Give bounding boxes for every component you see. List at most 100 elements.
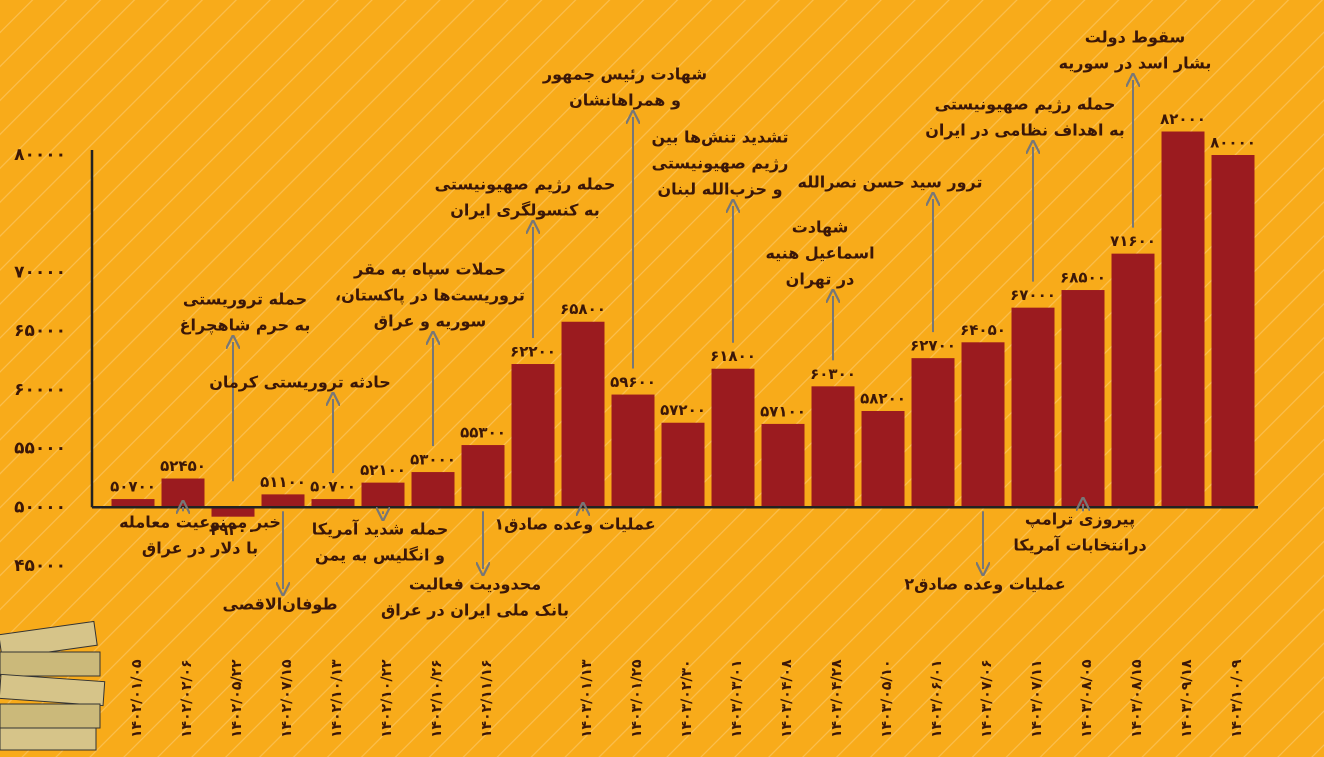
annotation: درانتخابات آمریکا [1013,535,1146,555]
y-tick-label: ۴۵۰۰۰ [14,556,66,576]
x-tick-label: ۱۴۰۳/۰۷/۱۱ [1029,659,1045,738]
bar [1212,155,1255,507]
x-tick-label: ۱۴۰۲/۰۵/۲۲ [229,659,245,738]
value-label: ۵۵۳۰۰ [460,424,506,442]
x-tick-label: ۱۴۰۳/۰۴/۲۸ [829,659,845,738]
value-label: ۵۰۷۰۰ [310,478,356,496]
bar [1062,290,1105,507]
value-label: ۶۲۷۰۰ [910,337,956,355]
y-tick-label: ۸۰۰۰۰ [14,145,66,165]
value-label: ۵۲۴۵۰ [160,457,206,475]
x-tick-label: ۱۴۰۲/۱۱/۱۶ [479,659,495,738]
annotation: در تهران [786,270,855,289]
bar [962,342,1005,507]
annotation: حمله رژیم صهیونیستی [935,95,1116,114]
value-label: ۶۵۸۰۰ [560,300,606,318]
y-tick-label: ۶۰۰۰۰ [14,380,66,400]
annotation: عملیات وعده صادق۲ [904,575,1065,594]
value-label: ۵۷۱۰۰ [760,402,806,420]
value-label: ۵۹۶۰۰ [610,373,656,391]
value-label: ۵۳۰۰۰ [410,451,456,469]
x-tick-label: ۱۴۰۳/۰۸/۱۵ [1129,659,1145,738]
x-tick-label: ۱۴۰۳/۰۳/۰۱ [729,659,745,738]
bar [662,423,705,508]
annotation: عملیات وعده صادق۱ [494,515,655,534]
annotation: به اهداف نظامی در ایران [925,121,1125,140]
annotation: به حرم شاهچراغ [180,316,311,336]
bar [812,386,855,507]
annotation: رژیم صهیونیستی [652,154,789,173]
annotation: طوفان‌الاقصی [222,595,337,614]
y-tick-label: ۵۰۰۰۰ [14,497,66,517]
bar [612,395,655,508]
x-tick-label: ۱۴۰۲/۰۱/۰۵ [129,659,145,738]
annotation: حمله تروریستی [183,290,307,309]
value-label: ۵۲۱۰۰ [360,461,406,479]
x-tick-label: ۱۴۰۳/۰۱/۲۵ [629,659,645,738]
annotation: بانک ملی ایران در عراق [381,601,569,620]
x-tick-label: ۱۴۰۲/۰۲/۰۶ [179,659,195,738]
annotation: به کنسولگری ایران [450,201,600,220]
bar [462,445,505,507]
value-label: ۶۸۵۰۰ [1060,269,1106,287]
money-stack [0,621,105,750]
bar [1112,254,1155,508]
annotation: تشدید تنش‌ها بین [651,128,788,147]
annotation: حملات سپاه به مقر [353,260,506,280]
y-tick-label: ۵۵۰۰۰ [14,439,66,459]
value-label: ۶۲۲۰۰ [510,343,556,361]
x-tick-label: ۱۴۰۳/۱۰/۰۹ [1229,659,1245,738]
annotation: با دلار در عراق [142,539,258,558]
bar [162,479,205,508]
bar [562,322,605,508]
value-label: ۵۱۱۰۰ [260,473,306,491]
x-tick-label: ۱۴۰۲/۰۷/۱۵ [279,659,295,738]
y-tick-label: ۷۰۰۰۰ [14,262,66,282]
bar [262,494,305,507]
annotation: سقوط دولت [1085,28,1186,47]
annotation: شهادت رئیس جمهور [542,65,707,84]
chart: ۴۵۰۰۰ ۵۰۰۰۰ ۵۵۰۰۰ ۶۰۰۰۰ ۶۵۰۰۰ ۷۰۰۰۰ ۸۰۰۰۰ ۵۰۷۰۰… [0,0,1324,757]
x-tick-label: ۱۴۰۳/۰۹/۱۸ [1179,659,1195,738]
x-tick-label: ۱۴۰۲/۱۰/۲۶ [429,659,445,738]
value-label: ۶۷۰۰۰ [1010,286,1056,304]
x-tick-label: ۱۴۰۲/۱۰/۱۳ [329,659,345,738]
value-label: ۶۱۸۰۰ [710,347,756,365]
x-tick-label: ۱۴۰۳/۰۸/۰۵ [1079,659,1095,738]
annotation: حمله شدید آمریکا [312,519,449,539]
x-tick-label: ۱۴۰۳/۰۵/۱۰ [879,659,895,738]
annotation: حادثه تروریستی کرمان [209,373,391,392]
annotation: تروریست‌ها در پاکستان، [335,286,525,306]
x-tick-label: ۱۴۰۳/۰۴/۰۸ [779,659,795,738]
annotation: و انگلیس به یمن [315,546,445,565]
value-label: ۷۱۶۰۰ [1110,232,1156,250]
x-tick-label: ۱۴۰۳/۰۱/۱۳ [579,659,595,738]
annotation: شهادت [792,218,849,237]
bar [1012,308,1055,508]
annotation: پیروزی ترامپ [1025,510,1135,530]
annotation: محدودیت فعالیت [409,575,541,594]
x-tick-label: ۱۴۰۲/۱۰/۲۲ [379,659,395,738]
bar [712,369,755,508]
value-label: ۸۲۰۰۰ [1160,110,1206,128]
annotation: حمله رژیم صهیونیستی [435,175,616,194]
bar [862,411,905,507]
bar [762,424,805,507]
annotation: بشار اسد در سوریه [1059,54,1212,73]
value-label: ۵۷۲۰۰ [660,401,706,419]
annotation: خبر ممنوعیت معامله [119,513,281,532]
page: ۴۵۰۰۰ ۵۰۰۰۰ ۵۵۰۰۰ ۶۰۰۰۰ ۶۵۰۰۰ ۷۰۰۰۰ ۸۰۰۰۰ ۵۰۷۰۰… [0,0,1324,757]
value-label: ۵۰۷۰۰ [110,478,156,496]
value-label: ۸۰۰۰۰ [1210,134,1256,152]
x-tick-label: ۱۴۰۳/۰۲/۳۰ [679,659,695,738]
x-tick-label: ۱۴۰۳/۰۶/۰۱ [929,659,945,738]
bar [912,358,955,507]
annotation: ترور سید حسن نصرالله [798,173,983,192]
y-tick-label: ۶۵۰۰۰ [14,321,66,341]
annotation: سوریه و عراق [374,312,486,331]
annotation: اسماعیل هنیه [765,244,874,263]
bar [412,472,455,507]
annotation: و حزب‌الله لبنان [657,180,782,199]
x-tick-label: ۱۴۰۳/۰۷/۰۶ [979,659,995,738]
bar [512,364,555,507]
